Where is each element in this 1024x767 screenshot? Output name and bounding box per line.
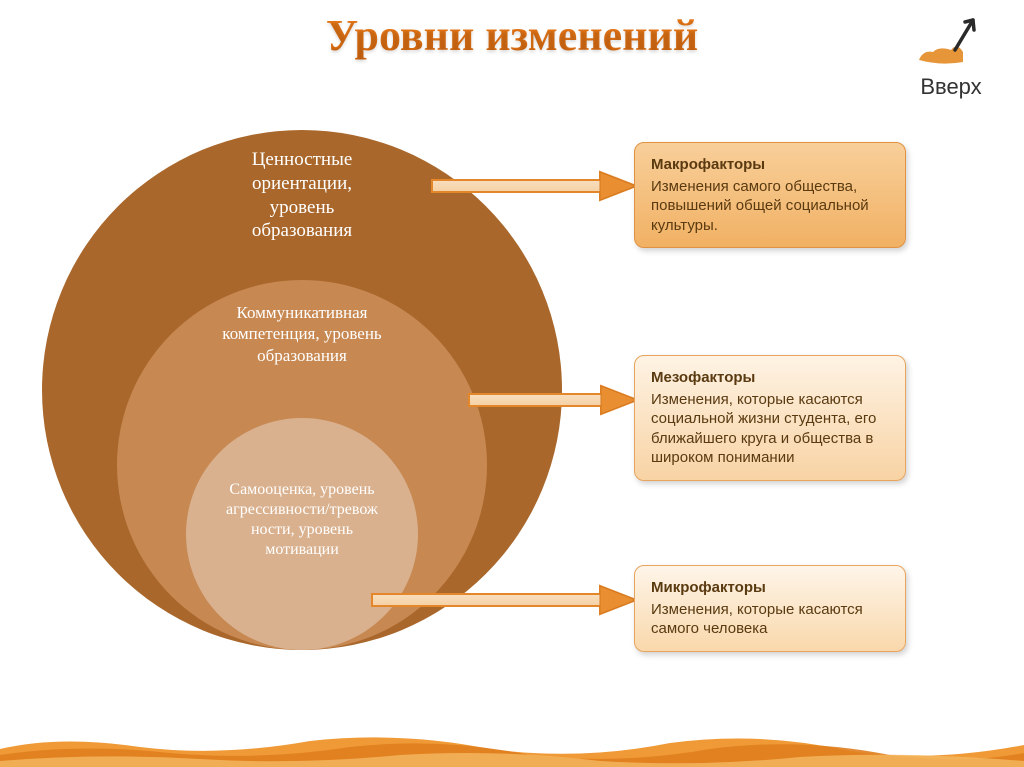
logo-graphic <box>911 12 991 72</box>
callout-macro: Макрофакторы Изменения самого общества, … <box>634 142 906 248</box>
arrow-micro <box>370 582 640 618</box>
arrow-macro <box>430 168 640 204</box>
logo-text: Вверх <box>906 74 996 100</box>
callout-meso-title: Мезофакторы <box>651 368 889 388</box>
callout-meso-body: Изменения, которые касаются социальной ж… <box>651 390 889 468</box>
footer-brush <box>0 727 1024 767</box>
logo: Вверх <box>906 12 996 100</box>
circle-outer-label: Ценностные ориентации, уровень образован… <box>202 148 402 243</box>
callout-macro-title: Макрофакторы <box>651 155 889 175</box>
callout-meso: Мезофакторы Изменения, которые касаются … <box>634 355 906 481</box>
arrow-meso <box>467 382 641 418</box>
callout-micro-body: Изменения, которые касаются самого челов… <box>651 600 889 639</box>
circle-middle-label: Коммуникативная компетенция, уровень обр… <box>202 302 402 366</box>
callout-micro-title: Микрофакторы <box>651 578 889 598</box>
callout-micro: Микрофакторы Изменения, которые касаются… <box>634 565 906 652</box>
circle-inner-label: Самооценка, уровень агрессивности/тревож… <box>202 480 402 560</box>
page-title: Уровни изменений <box>326 10 698 61</box>
callout-macro-body: Изменения самого общества, повышений общ… <box>651 177 889 236</box>
